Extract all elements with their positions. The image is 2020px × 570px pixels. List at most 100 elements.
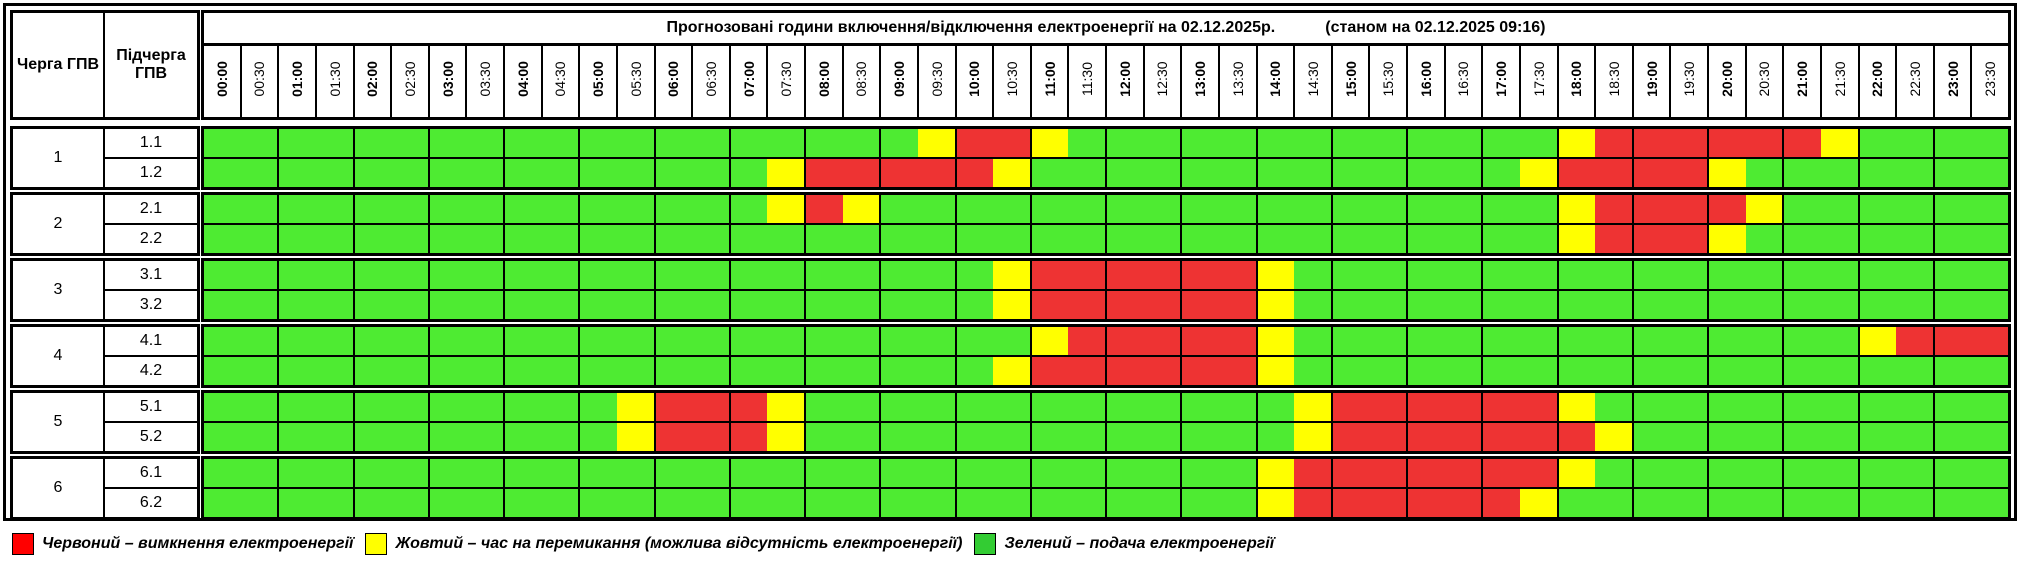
slot-on: [842, 423, 880, 451]
slot-on: [956, 327, 994, 355]
hour-cell: [1709, 393, 1785, 421]
slot-on: [1896, 357, 1933, 385]
status-text: (станом на 02.12.2025 09:16): [1325, 19, 1546, 36]
time-column-header: 20:00: [1709, 46, 1747, 117]
slot-on: [1068, 225, 1105, 253]
slot-off: [1143, 261, 1181, 289]
slot-on: [1294, 357, 1331, 385]
hour-cell: [956, 327, 1032, 355]
hour-cell: [580, 393, 656, 421]
slot-on: [279, 489, 316, 517]
slot-off: [1558, 423, 1596, 451]
slot-off: [1369, 489, 1406, 517]
slot-off: [993, 129, 1030, 157]
hour-cell: [1784, 357, 1860, 385]
hour-cell: [1558, 489, 1634, 517]
slot-on: [1369, 327, 1406, 355]
slot-on: [1294, 195, 1331, 223]
slot-on: [429, 291, 467, 319]
hour-cell: [1257, 159, 1333, 187]
slot-off: [917, 159, 955, 187]
schedule-title: Прогнозовані години включення/відключенн…: [204, 13, 2008, 46]
slot-on: [1745, 357, 1783, 385]
slot-on: [1332, 327, 1370, 355]
slot-on: [1068, 129, 1105, 157]
hour-cell: [1859, 261, 1935, 289]
hour-cell: [806, 393, 882, 421]
slot-on: [1483, 129, 1520, 157]
slot-on: [1558, 291, 1596, 319]
slot-on: [1107, 225, 1144, 253]
slot-on: [993, 327, 1030, 355]
slot-off: [730, 423, 768, 451]
hour-cell: [1633, 195, 1709, 223]
hour-cell: [806, 261, 882, 289]
slot-on: [692, 291, 729, 319]
slot-on: [1934, 357, 1972, 385]
slot-on: [541, 261, 579, 289]
slot-on: [655, 195, 693, 223]
hour-cell: [730, 423, 806, 451]
hour-cell: [1408, 393, 1484, 421]
slot-on: [1294, 291, 1331, 319]
slot-on: [956, 423, 994, 451]
hour-cell: [279, 195, 355, 223]
time-column-header: 16:30: [1446, 46, 1484, 117]
slot-on: [616, 195, 654, 223]
slot-on: [1369, 195, 1406, 223]
hour-cell: [1558, 261, 1634, 289]
hour-cell: [1934, 393, 2008, 421]
slot-off: [1633, 129, 1671, 157]
slot-on: [730, 195, 768, 223]
time-column-header: 23:30: [1982, 61, 1999, 97]
time-column-header: 21:00: [1784, 46, 1822, 117]
slot-on: [1633, 291, 1671, 319]
slot-on: [1595, 261, 1632, 289]
slot-on: [354, 195, 392, 223]
hour-cell: [580, 357, 656, 385]
slot-on: [429, 261, 467, 289]
slot-off: [1519, 393, 1557, 421]
slot-on: [391, 225, 428, 253]
slot-on: [204, 459, 241, 487]
time-column-header: 07:30: [768, 46, 806, 117]
slot-on: [842, 393, 880, 421]
slot-on: [616, 291, 654, 319]
slot-on: [391, 357, 428, 385]
slot-on: [1558, 261, 1596, 289]
slot-on: [881, 129, 918, 157]
slot-on: [1369, 225, 1406, 253]
slot-on: [881, 357, 918, 385]
time-column-header: 17:00: [1483, 46, 1521, 117]
slot-on: [1408, 357, 1445, 385]
slot-on: [1971, 225, 2008, 253]
slot-switching: [842, 195, 880, 223]
hour-cell: [881, 159, 957, 187]
hour-cell: [806, 225, 882, 253]
slot-on: [354, 357, 392, 385]
hour-cell: [956, 159, 1032, 187]
title-text: Прогнозовані години включення/відключенн…: [666, 19, 1276, 36]
slot-on: [315, 423, 353, 451]
slot-on: [580, 423, 617, 451]
slot-on: [993, 225, 1030, 253]
hour-cell: [1408, 459, 1484, 487]
slot-on: [1068, 489, 1105, 517]
hour-cell: [505, 261, 581, 289]
slot-on: [315, 291, 353, 319]
slot-on: [541, 225, 579, 253]
hour-cell: [1558, 195, 1634, 223]
slot-on: [1257, 423, 1295, 451]
slot-off: [1483, 489, 1520, 517]
slot-switching: [1257, 459, 1295, 487]
slot-on: [580, 225, 617, 253]
slot-on: [1633, 423, 1671, 451]
slot-on: [1709, 423, 1746, 451]
slot-on: [956, 195, 994, 223]
hour-cell: [1633, 261, 1709, 289]
slot-off: [1182, 261, 1219, 289]
slot-on: [1934, 159, 1972, 187]
slot-on: [1143, 225, 1181, 253]
slot-on: [806, 327, 843, 355]
slot-on: [655, 129, 693, 157]
